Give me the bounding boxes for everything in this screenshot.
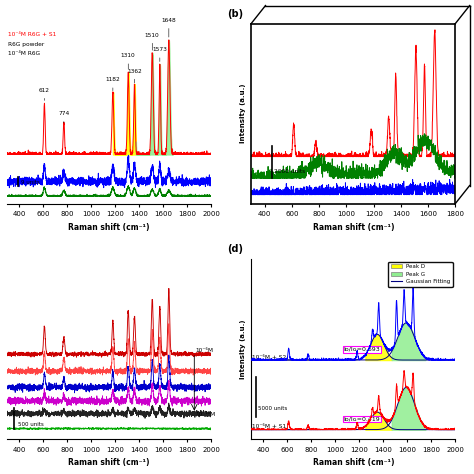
Y-axis label: Intensity (a.u.): Intensity (a.u.) <box>240 84 246 143</box>
Text: 10⁻⁴M R6G: 10⁻⁴M R6G <box>8 52 40 56</box>
X-axis label: Raman shift (cm⁻¹): Raman shift (cm⁻¹) <box>312 458 394 467</box>
Text: 9 units: 9 units <box>21 180 40 185</box>
Text: 1648: 1648 <box>162 18 176 37</box>
Legend: Peak D, Peak G, Gaussian Fitting: Peak D, Peak G, Gaussian Fitting <box>388 262 453 287</box>
Text: 500 units: 500 units <box>18 422 44 427</box>
Text: R6G powder: R6G powder <box>8 42 45 46</box>
Text: (b): (b) <box>227 9 243 19</box>
Text: 10⁻⁶M + S1: 10⁻⁶M + S1 <box>252 424 286 429</box>
Text: Iᴅ/Iɢ=0.419: Iᴅ/Iɢ=0.419 <box>344 417 381 421</box>
Text: 774: 774 <box>58 111 70 123</box>
Y-axis label: Intensity (a.u.): Intensity (a.u.) <box>240 319 246 379</box>
Text: (d): (d) <box>227 245 243 255</box>
Text: Iᴅ/Iɢ=0.693: Iᴅ/Iɢ=0.693 <box>344 347 381 352</box>
Text: 10⁻⁴M R6G + S1: 10⁻⁴M R6G + S1 <box>8 32 56 37</box>
Text: 1573: 1573 <box>153 47 167 62</box>
Text: 2000 units: 2000 units <box>274 169 306 174</box>
Text: 10⁻¹⁰M: 10⁻¹⁰M <box>195 412 216 417</box>
Text: 1310: 1310 <box>121 53 136 69</box>
Text: 1510: 1510 <box>145 33 160 50</box>
Text: 1362: 1362 <box>127 69 142 83</box>
X-axis label: Raman shift (cm⁻¹): Raman shift (cm⁻¹) <box>68 223 150 232</box>
Text: 10⁻⁶M + S2: 10⁻⁶M + S2 <box>252 355 287 360</box>
Text: 5000 units: 5000 units <box>258 406 288 411</box>
X-axis label: Raman shift (cm⁻¹): Raman shift (cm⁻¹) <box>312 223 394 232</box>
X-axis label: Raman shift (cm⁻¹): Raman shift (cm⁻¹) <box>68 458 150 467</box>
Text: 612: 612 <box>39 88 50 100</box>
Text: 1182: 1182 <box>106 77 120 91</box>
Text: 10⁻⁶M: 10⁻⁶M <box>195 348 213 353</box>
